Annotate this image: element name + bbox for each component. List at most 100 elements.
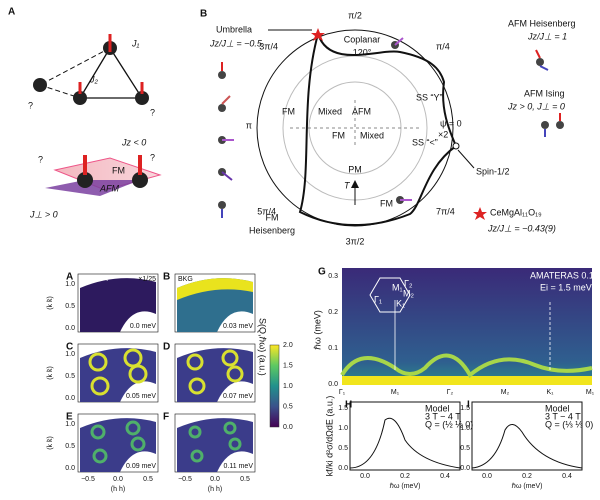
x-axis-label: (h h)	[208, 486, 222, 493]
x-tick-label: M₂	[501, 389, 510, 396]
y-tick-label: 0.5	[65, 443, 75, 450]
ring	[88, 352, 108, 372]
panel-label: B	[163, 272, 170, 283]
ring	[188, 425, 202, 439]
x-tick-label: 0.0	[113, 476, 123, 483]
j1-label: J₁	[131, 38, 140, 48]
phase: FM	[266, 212, 279, 222]
y-tick-label: 0.0	[65, 395, 75, 402]
unknown: ?	[150, 107, 155, 117]
y-tick-label: 1.0	[460, 425, 470, 432]
hex-label: Γ₁	[374, 294, 382, 304]
y-tick-label: 1.0	[65, 421, 75, 428]
map-panel: B BKG 0.03 meV	[163, 272, 256, 333]
panel-label: C	[66, 342, 73, 353]
y-tick-label: 0.0	[460, 465, 470, 472]
x-tick-label: M₁	[391, 389, 400, 396]
colorbar-tick: 0.5	[283, 403, 293, 410]
ring	[128, 364, 148, 384]
y-tick-label: 0.5	[338, 445, 348, 452]
x-axis-label: (h h)	[111, 486, 125, 493]
phase: Spin-1/2	[476, 166, 510, 176]
colorbar-label: S(Q,ℏω) (a.u.)	[258, 318, 268, 376]
x-axis-label: ℏω (meV)	[512, 482, 543, 490]
y-axis-label: (k k̄)	[47, 366, 54, 380]
map-panel: C 0.05 meV 0.0 0.5 1.0 (k k̄)	[47, 342, 159, 403]
title: AMATERAS 0.1 K 0 T	[530, 270, 600, 280]
ring	[92, 448, 108, 464]
y-tick-label: 0.5	[460, 445, 470, 452]
y-tick-label: 0.2	[328, 309, 338, 316]
x-tick-label: 0.0	[360, 473, 370, 480]
panel-label: F	[163, 412, 169, 423]
panel-label: G	[318, 267, 326, 278]
phase: FM	[282, 106, 295, 116]
y-tick-label: 0.0	[338, 465, 348, 472]
angle: 3π/2	[346, 236, 365, 246]
energy: 0.11 meV	[224, 463, 254, 470]
subtitle: Ei = 1.5 meV	[540, 282, 592, 292]
ring	[130, 436, 146, 452]
panel-i: I Model 3 T − 4 T Q = (⅓ ⅓ 0) kf/ki d²σ/…	[324, 396, 593, 477]
y-tick-label: 0.5	[65, 303, 75, 310]
legend: Model	[425, 403, 450, 413]
ring	[90, 376, 110, 396]
ring	[221, 349, 239, 367]
map	[80, 278, 156, 332]
colorbar-tick: 1.5	[283, 362, 293, 369]
ring	[188, 377, 206, 395]
y-tick-label: 0.0	[65, 325, 75, 332]
y-axis-label: kf/ki d²σ/dΩdE (a.u.)	[324, 396, 334, 477]
hex-label: M₁	[392, 282, 403, 292]
afm-label: AFM	[99, 183, 120, 193]
legend: Q = (½ ½ 0)	[425, 419, 473, 429]
y-tick-label: 1.0	[65, 281, 75, 288]
x-tick-label: Γ₁	[339, 389, 346, 396]
phase: Coplanar	[344, 34, 381, 44]
x-axis-label: ℏω (meV)	[390, 482, 421, 490]
map-panel: D 0.07 meV	[163, 342, 256, 403]
ring	[186, 353, 204, 371]
panel-label: I	[467, 400, 470, 411]
panel-a: A J₁ J₂ ? ? Jz < 0 FM AFM ? ? J⊥ > 0	[8, 7, 162, 219]
condition: Jz > 0, J⊥ = 0	[507, 101, 565, 111]
energy: 0.0 meV	[130, 323, 156, 330]
x-tick-label: M₁	[586, 389, 595, 396]
fm-label: FM	[112, 165, 125, 175]
note: 0.1 K 0 T	[81, 276, 110, 283]
angle: 3π/4	[259, 41, 278, 51]
y-tick-label: 0.1	[328, 345, 338, 352]
map	[177, 348, 253, 402]
jz-label: Jz < 0	[121, 137, 146, 147]
ratio: Jz/J⊥ = −0.43(9)	[487, 223, 556, 233]
angle: π	[246, 120, 252, 130]
phase: Mixed	[360, 130, 384, 140]
ring	[223, 421, 237, 435]
phase: PM	[348, 164, 362, 174]
phase: AFM Ising	[524, 88, 565, 98]
phase: AFM Heisenberg	[508, 18, 576, 28]
panel-label: H	[345, 400, 352, 411]
unknown: ?	[38, 154, 43, 164]
y-tick-label: 1.5	[460, 405, 470, 412]
x-tick-label: −0.5	[178, 476, 192, 483]
x-tick-label: 0.2	[400, 473, 410, 480]
legend: 3 T − 4 T	[545, 411, 581, 421]
ring	[226, 365, 244, 383]
scale: ×1/25	[138, 276, 156, 283]
ring	[228, 437, 242, 451]
x-tick-label: K₁	[546, 389, 554, 396]
phase: 120°	[353, 47, 372, 57]
phase: Heisenberg	[249, 225, 295, 235]
map-panel: F 0.11 meV −0.5 0.0 0.5 (h h)	[163, 412, 256, 493]
axis-label: T	[344, 180, 351, 190]
compound: CeMgAl₁₁O₁₉	[490, 207, 542, 217]
x-tick-label: 0.2	[522, 473, 532, 480]
panel-label: E	[66, 412, 73, 423]
y-tick-label: 0.0	[328, 381, 338, 388]
hex-label: M₂	[403, 288, 414, 298]
energy: 0.03 meV	[223, 323, 253, 330]
y-tick-label: 1.5	[338, 405, 348, 412]
